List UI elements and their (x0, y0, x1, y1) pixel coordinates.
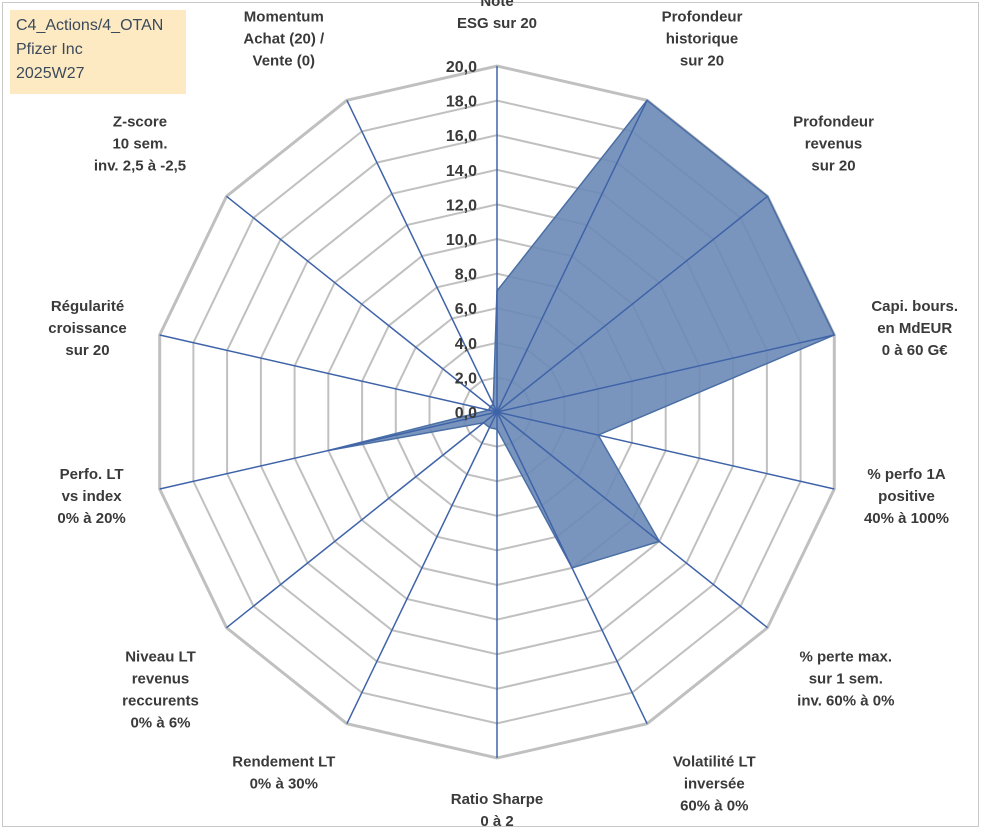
axis-label: Momentum Achat (20) / Vente (0) (243, 8, 325, 69)
axis-spoke (159, 334, 498, 413)
axis-label-line: Ratio Sharpe (451, 791, 544, 808)
axis-spoke (496, 334, 835, 413)
axis-label: Niveau LT revenus reccurents 0% à 6% (122, 649, 199, 732)
axis-spoke (226, 195, 498, 413)
axis-label-line: Capi. bours. (871, 298, 958, 315)
series-area-0 (328, 99, 836, 569)
axis-label-line: revenus (132, 671, 190, 688)
tick-label: 18,0 (446, 94, 477, 111)
radar-tick-labels: 0,0 2,0 4,0 6,0 8,0 10,0 12,0 14,0 16,0 18,0 20,0 (446, 59, 477, 422)
info-folder: C4_Actions/4_OTAN (16, 17, 164, 34)
axis-label-line: reccurents (122, 693, 199, 710)
axis-label-line: croissance (48, 320, 126, 337)
axis-label-line: Note (480, 0, 513, 10)
axis-label-line: Régularité (51, 298, 124, 315)
axis-spoke (346, 99, 498, 413)
axis-spoke (496, 411, 648, 725)
axis-label: Perfo. LT vs index 0% à 20% (57, 466, 125, 527)
radar-axis-labels: Note ESG sur 20 Profondeur historique sur 20… (48, 0, 958, 829)
axis-label-line: 0% à 20% (57, 510, 125, 527)
axis-spoke (496, 411, 835, 490)
axis-label-line: vs index (62, 488, 123, 505)
axis-label: Z-score 10 sem. inv. 2,5 à -2,5 (94, 113, 186, 174)
axis-label-line: 0 à 2 (480, 813, 513, 829)
axis-label-line: Momentum (244, 8, 324, 25)
axis-label-line: inv. 60% à 0% (797, 693, 894, 710)
axis-label-line: Z-score (113, 113, 167, 130)
tick-label: 14,0 (446, 163, 477, 180)
axis-label-line: Vente (0) (253, 52, 316, 69)
axis-label-line: en MdEUR (877, 320, 952, 337)
tick-label: 12,0 (446, 197, 477, 214)
axis-spoke (159, 411, 498, 490)
axis-label-line: 10 sem. (112, 135, 167, 152)
axis-label-line: 0% à 30% (250, 776, 318, 793)
tick-label: 20,0 (446, 59, 477, 76)
axis-label-line: positive (878, 488, 935, 505)
axis-label: Rendement LT 0% à 30% (232, 754, 335, 793)
axis-label: Note ESG sur 20 (457, 0, 537, 32)
axis-label-line: ESG sur 20 (457, 15, 537, 32)
axis-label-line: sur 1 sem. (809, 671, 883, 688)
axis-label-line: 0% à 6% (130, 715, 190, 732)
axis-label-line: inversée (684, 776, 745, 793)
axis-label-line: Profondeur (662, 8, 743, 25)
axis-label-line: % perte max. (800, 649, 893, 666)
axis-label: Profondeur revenus sur 20 (793, 113, 874, 174)
axis-spoke (346, 411, 498, 725)
axis-label-line: Niveau LT (125, 649, 196, 666)
info-company: Pfizer Inc (16, 41, 83, 58)
radar-axes (159, 66, 835, 758)
axis-label-line: Perfo. LT (60, 466, 124, 483)
axis-label-line: sur 20 (680, 52, 724, 69)
axis-label-line: sur 20 (811, 157, 855, 174)
axis-label-line: Achat (20) / (243, 30, 325, 47)
axis-label: Régularité croissance sur 20 (48, 298, 126, 359)
tick-label: 2,0 (455, 370, 477, 387)
radar-series (328, 99, 836, 569)
axis-label-line: historique (666, 30, 739, 47)
axis-label-line: Rendement LT (232, 754, 335, 771)
tick-label: 4,0 (455, 336, 477, 353)
axis-label: Ratio Sharpe 0 à 2 (451, 791, 544, 829)
axis-spoke (496, 99, 648, 413)
axis-label-line: Volatilité LT (673, 754, 756, 771)
axis-spoke (496, 195, 768, 413)
tick-label: 6,0 (455, 301, 477, 318)
axis-label-line: sur 20 (65, 342, 109, 359)
tick-label: 0,0 (455, 405, 477, 422)
axis-label: % perfo 1A positive 40% à 100% (864, 466, 949, 527)
tick-label: 16,0 (446, 128, 477, 145)
axis-label: Profondeur historique sur 20 (662, 8, 743, 69)
axis-label: Capi. bours. en MdEUR 0 à 60 G€ (871, 298, 958, 359)
axis-label: Volatilité LT inversée 60% à 0% (673, 754, 756, 815)
info-box: C4_Actions/4_OTAN Pfizer Inc 2025W27 (10, 10, 186, 94)
info-week: 2025W27 (16, 65, 85, 82)
axis-spoke (496, 411, 768, 629)
axis-label-line: 0 à 60 G€ (882, 342, 949, 359)
axis-spoke (226, 411, 498, 629)
axis-label-line: 40% à 100% (864, 510, 949, 527)
axis-label-line: Profondeur (793, 113, 874, 130)
axis-label-line: % perfo 1A (867, 466, 946, 483)
axis-label-line: revenus (805, 135, 863, 152)
axis-label: % perte max. sur 1 sem. inv. 60% à 0% (797, 649, 894, 710)
axis-label-line: inv. 2,5 à -2,5 (94, 157, 186, 174)
tick-label: 10,0 (446, 232, 477, 249)
tick-label: 8,0 (455, 267, 477, 284)
axis-label-line: 60% à 0% (680, 798, 748, 815)
